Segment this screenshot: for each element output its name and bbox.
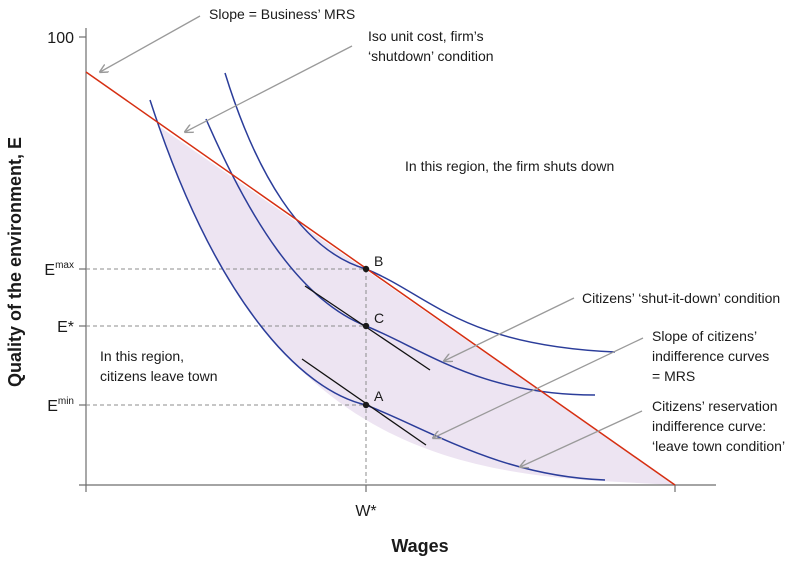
slope-business-label: Slope = Business’ MRS	[209, 6, 355, 22]
arrow-reservation	[520, 410, 643, 467]
y-tick-label-100: 100	[47, 30, 74, 47]
point-c-marker	[362, 322, 370, 330]
x-tick-label-wstar: W*	[355, 503, 376, 520]
iso-unit-cost-label-1: Iso unit cost, firm’s	[368, 28, 484, 44]
point-c-label: C	[374, 310, 384, 326]
point-b-marker	[362, 265, 370, 273]
tangent-line-a	[301, 358, 427, 446]
y-tick-label-emax: Emax	[44, 260, 74, 279]
point-a-label: A	[374, 388, 384, 404]
firm-shutdown-region-label: In this region, the firm shuts down	[405, 158, 614, 174]
y-axis-title: Quality of the environment, E	[5, 137, 25, 387]
reservation-label-2: indifference curve:	[652, 418, 766, 434]
reservation-label-3: ‘leave town condition’	[652, 438, 785, 454]
indifference-curve-reservation	[149, 99, 606, 481]
y-tick-label-emin: Emin	[47, 396, 74, 415]
shut-it-down-label: Citizens’ ‘shut-it-down’ condition	[582, 290, 780, 306]
iso-unit-cost-label-2: ‘shutdown’ condition	[368, 48, 494, 64]
citizens-region-label-2: citizens leave town	[100, 368, 218, 384]
point-a-marker	[362, 401, 370, 409]
reservation-label-1: Citizens’ reservation	[652, 398, 778, 414]
x-axis-title: Wages	[391, 536, 448, 556]
y-tick-label-estar: E*	[57, 319, 74, 336]
arrow-slope-citizens	[433, 337, 644, 438]
guide-lines	[86, 268, 367, 485]
arrow-shut-it-down	[444, 297, 575, 361]
citizens-region-label-1: In this region,	[100, 348, 184, 364]
arrow-slope-business	[100, 15, 201, 72]
slope-citizens-label-3: = MRS	[652, 368, 695, 384]
iso-unit-cost-line	[85, 71, 676, 486]
arrow-iso-unit-cost	[185, 45, 353, 132]
slope-citizens-label-1: Slope of citizens’	[652, 328, 757, 344]
point-b-label: B	[374, 253, 383, 269]
slope-citizens-label-2: indifference curves	[652, 348, 769, 364]
